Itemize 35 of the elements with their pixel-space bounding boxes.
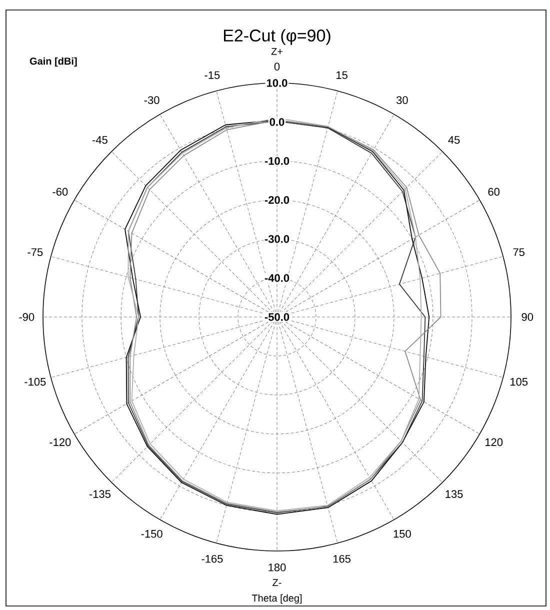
text: Z-: [272, 579, 282, 586]
spoke-label: -90: [19, 313, 34, 321]
y-tick-label: -10.0: [264, 157, 290, 165]
spoke-label: 105: [510, 378, 528, 386]
spoke-label: 120: [485, 438, 503, 446]
text: Gain [dBi]: [30, 57, 77, 67]
spoke-label: 15: [336, 71, 348, 79]
spoke-label: -75: [28, 248, 43, 256]
spoke-label: -135: [89, 490, 110, 498]
y-tick-label: -20.0: [264, 196, 290, 204]
spoke-label: 90: [522, 313, 534, 321]
spoke-label: -120: [50, 438, 71, 446]
spoke-label: -30: [144, 96, 160, 104]
spoke-label: 165: [333, 554, 351, 563]
spoke-label: -150: [141, 530, 162, 538]
spoke-label: -105: [24, 378, 46, 386]
y-tick-label: -50.0: [264, 313, 290, 321]
spoke-label: 135: [446, 490, 463, 498]
y-tick-label: -40.0: [264, 274, 290, 282]
spoke-label: 150: [394, 530, 411, 538]
text: Z+: [271, 48, 282, 55]
y-tick-label: 10.0: [266, 79, 288, 87]
chart-title: E2-Cut (φ=90): [224, 29, 330, 45]
spoke-label: 75: [513, 248, 524, 256]
spoke-label: 180: [268, 563, 286, 572]
spoke-label: 0: [274, 62, 280, 71]
spoke-label: 30: [396, 96, 408, 104]
spoke-label: -45: [92, 136, 108, 144]
y-tick-label: -30.0: [264, 235, 290, 243]
spoke-label: 45: [448, 136, 460, 144]
spoke-label: -165: [202, 554, 223, 563]
spoke-label: -15: [204, 71, 220, 79]
spoke-label: -60: [52, 188, 68, 196]
text: Theta [deg]: [252, 594, 302, 604]
spoke-label: 60: [488, 188, 500, 196]
